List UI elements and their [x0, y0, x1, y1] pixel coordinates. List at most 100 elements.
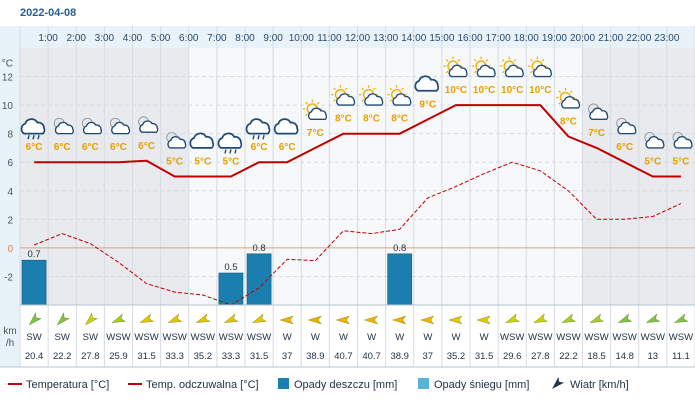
legend: Temperatura [°C] Temp. odczuwalna [°C] Opa…: [8, 376, 629, 391]
sun-ray: [389, 99, 393, 102]
wind-direction-label: W: [480, 332, 489, 343]
precipitation-label: 0.5: [224, 262, 237, 273]
sun-ray: [530, 70, 533, 74]
temperature-label: 6°C: [138, 141, 155, 152]
wind-speed-label: 37: [282, 351, 293, 362]
feels-like-line: [33, 161, 682, 306]
y-tick-label: 12: [2, 73, 14, 84]
wind-speed-label: 35.2: [447, 351, 466, 362]
cloud-shape: [476, 64, 496, 78]
sun-ray: [569, 90, 573, 93]
cloud-sun-night-icon: [138, 116, 159, 133]
temperature-label: 10°C: [529, 85, 551, 96]
wind-direction-label: WSW: [134, 332, 158, 343]
temperature-label: 5°C: [673, 157, 690, 168]
wind-direction-label: W: [367, 332, 376, 343]
sun-ray: [305, 101, 308, 105]
hour-label: 13:00: [373, 33, 398, 44]
wind-arrow-shape: [335, 315, 350, 325]
wind-speed-label: 31.5: [475, 351, 494, 362]
cloud-sun-icon: [302, 99, 328, 121]
hour-label: 17:00: [486, 33, 511, 44]
temperature-label: 6°C: [279, 142, 296, 153]
sun-ray: [333, 99, 336, 102]
wind-arrow-icon: [448, 315, 463, 325]
rain-drop: [37, 135, 40, 140]
wind-arrow-icon: [279, 315, 294, 325]
legend-precip-swatch: [418, 378, 429, 389]
cloud-sun-night-icon: [644, 132, 665, 149]
cloud-shape: [504, 64, 524, 78]
wind-arrow-icon: [364, 315, 378, 325]
wind-speed-label: 27.8: [531, 351, 550, 362]
wind-direction-label: WSW: [669, 332, 693, 343]
temperature-label: 10°C: [445, 85, 467, 96]
temperature-label: 5°C: [166, 157, 183, 168]
hour-label: 2:00: [67, 33, 87, 44]
rain-drop: [229, 149, 232, 154]
cloud-shape: [448, 64, 468, 78]
sun-ray: [502, 70, 505, 74]
wind-speed-label: 33.3: [165, 351, 184, 362]
hour-label: 16:00: [457, 33, 482, 44]
wind-arrow-shape: [252, 313, 267, 323]
legend-precip-swatch: [278, 378, 289, 389]
cloud-sun-night-icon: [672, 132, 693, 149]
legend-wind-arrow-shape: [552, 376, 565, 389]
wind-direction-label: WSW: [500, 332, 524, 343]
cloud-icon: [273, 118, 299, 135]
hour-label: 7:00: [207, 33, 227, 44]
precipitation-label: 0.8: [393, 243, 406, 254]
cloud-sun-night-icon: [588, 103, 609, 121]
cloud-icon: [189, 132, 215, 149]
wind-speed-label: 40.7: [334, 351, 353, 362]
y-tick-label: 0: [7, 244, 13, 255]
sun-ray: [457, 58, 461, 62]
cloud-shape: [617, 121, 637, 135]
wind-arrow-icon: [56, 312, 70, 326]
cloud-sun-night-icon: [166, 132, 187, 149]
cloud-rain-icon: [245, 118, 271, 140]
cloud-shape: [111, 121, 131, 135]
precipitation-bar: [218, 272, 244, 306]
hour-label: 14:00: [401, 33, 426, 44]
chart-area: -2 0 2 4 6 8 10 12 °C 1:00 2:00 3:00 4:00 5:00 6:00 7:0…: [0, 26, 695, 368]
cloud-shape: [561, 96, 581, 109]
sun-ray: [389, 87, 393, 91]
cloud-shape: [167, 136, 187, 149]
rain-drop: [257, 135, 260, 140]
sun-ray: [541, 58, 545, 62]
cloud-icon: [414, 75, 440, 92]
wind-speed-label: 13: [648, 351, 659, 362]
cloud-shape: [589, 107, 609, 121]
wind-arrow-icon: [252, 313, 267, 323]
wind-axis-unit: km: [3, 326, 16, 337]
temperature-label: 5°C: [223, 157, 240, 168]
sun-ray: [344, 87, 348, 91]
wind-arrow-shape: [673, 313, 689, 323]
wind-arrow-shape: [28, 312, 42, 326]
wind-arrow-icon: [167, 313, 183, 323]
cloud-sun-night-icon: [81, 117, 103, 135]
wind-direction-label: WSW: [219, 332, 243, 343]
cloud-shape: [645, 136, 665, 149]
hour-label: 12:00: [345, 33, 370, 44]
wind-arrow-icon: [505, 313, 520, 323]
wind-arrow-shape: [167, 313, 183, 323]
legend-label: Opady śniegu [mm]: [434, 379, 529, 391]
sun-ray: [445, 70, 449, 74]
wind-speed-label: 31.5: [137, 351, 156, 362]
temperature-label: 6°C: [616, 142, 633, 153]
temperature-label: 8°C: [335, 114, 352, 125]
cloud-shape: [673, 136, 693, 149]
rain-drop: [252, 135, 255, 140]
wind-direction-label: WSW: [106, 332, 130, 343]
sun-ray: [502, 58, 505, 62]
temperature-label: 6°C: [251, 142, 268, 153]
sun-ray: [305, 113, 308, 117]
wind-arrow-shape: [85, 312, 98, 326]
sun-ray: [361, 87, 365, 91]
temperature-label: 8°C: [391, 114, 408, 125]
rain-drop: [27, 135, 30, 140]
rain-drop: [262, 135, 265, 140]
